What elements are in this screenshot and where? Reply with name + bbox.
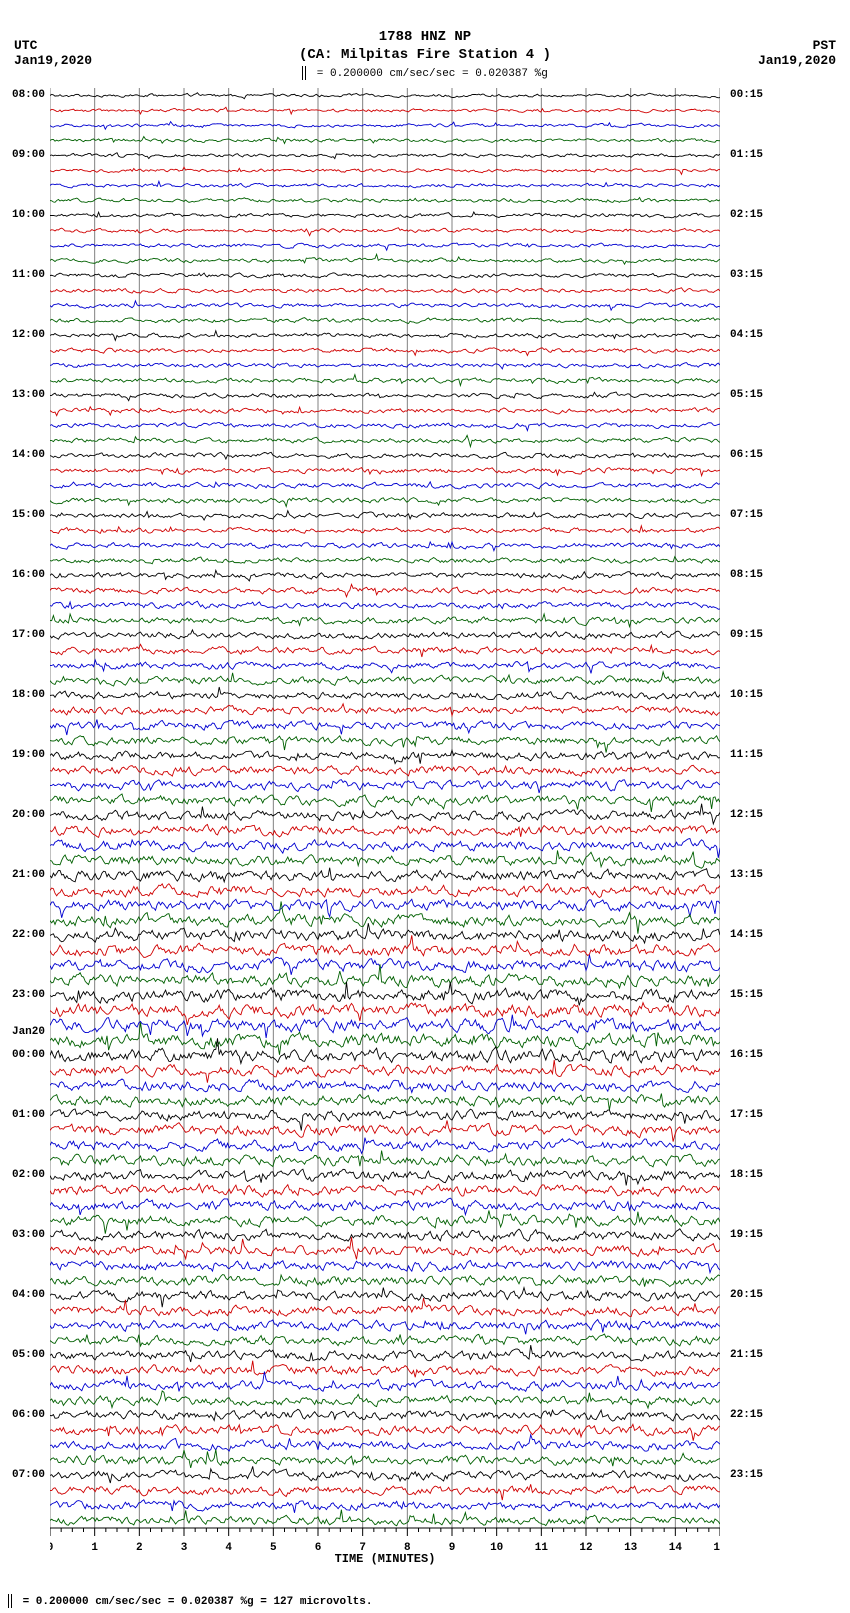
right-time-label: 09:15: [725, 629, 763, 641]
left-time-label: 20:00: [0, 809, 50, 821]
left-time-label: 00:00: [0, 1049, 50, 1061]
chart-title: 1788 HNZ NP (CA: Milpitas Fire Station 4…: [0, 0, 850, 64]
right-time-label: 01:15: [725, 149, 763, 161]
left-time-label: 01:00: [0, 1109, 50, 1121]
scale-bar-icon: [302, 66, 306, 80]
right-time-label: 12:15: [725, 809, 763, 821]
left-time-label: 03:00: [0, 1229, 50, 1241]
left-time-label: 21:00: [0, 869, 50, 881]
station-code: 1788 HNZ NP: [0, 28, 850, 46]
right-time-label: 00:15: [725, 89, 763, 101]
right-time-label: 20:15: [725, 1289, 763, 1301]
right-time-label: 07:15: [725, 509, 763, 521]
right-time-label: 02:15: [725, 209, 763, 221]
right-time-label: 23:15: [725, 1469, 763, 1481]
right-time-label: 19:15: [725, 1229, 763, 1241]
right-time-label: 18:15: [725, 1169, 763, 1181]
seismogram-plot: 0123456789101112131415: [50, 88, 720, 1558]
left-time-label: 18:00: [0, 689, 50, 701]
left-time-label: 05:00: [0, 1349, 50, 1361]
left-time-label: 23:00: [0, 989, 50, 1001]
right-time-label: 04:15: [725, 329, 763, 341]
utc-tz-label: UTC Jan19,2020: [14, 38, 92, 68]
right-time-label: 05:15: [725, 389, 763, 401]
right-time-label: 03:15: [725, 269, 763, 281]
left-time-label: 17:00: [0, 629, 50, 641]
right-time-label: 11:15: [725, 749, 763, 761]
left-time-label: Jan20: [0, 1026, 50, 1038]
station-name: (CA: Milpitas Fire Station 4 ): [0, 46, 850, 64]
x-axis-label: TIME (MINUTES): [50, 1552, 720, 1566]
right-time-label: 13:15: [725, 869, 763, 881]
right-time-label: 14:15: [725, 929, 763, 941]
left-time-label: 14:00: [0, 449, 50, 461]
left-time-label: 12:00: [0, 329, 50, 341]
pst-tz-label: PST Jan19,2020: [758, 38, 836, 68]
left-time-label: 04:00: [0, 1289, 50, 1301]
left-time-label: 08:00: [0, 89, 50, 101]
right-time-label: 10:15: [725, 689, 763, 701]
right-time-label: 17:15: [725, 1109, 763, 1121]
left-time-label: 06:00: [0, 1409, 50, 1421]
left-time-label: 09:00: [0, 149, 50, 161]
left-time-label: 02:00: [0, 1169, 50, 1181]
right-time-label: 21:15: [725, 1349, 763, 1361]
right-time-label: 22:15: [725, 1409, 763, 1421]
right-time-label: 16:15: [725, 1049, 763, 1061]
left-time-label: 10:00: [0, 209, 50, 221]
right-time-label: 15:15: [725, 989, 763, 1001]
footer-scale-bar-icon: [8, 1594, 12, 1608]
left-time-label: 22:00: [0, 929, 50, 941]
left-time-label: 13:00: [0, 389, 50, 401]
left-time-label: 15:00: [0, 509, 50, 521]
scale-annotation: = 0.200000 cm/sec/sec = 0.020387 %g: [0, 66, 850, 80]
left-time-label: 16:00: [0, 569, 50, 581]
right-time-label: 08:15: [725, 569, 763, 581]
left-time-label: 07:00: [0, 1469, 50, 1481]
footer-scale: = 0.200000 cm/sec/sec = 0.020387 %g = 12…: [0, 1594, 372, 1608]
right-time-label: 06:15: [725, 449, 763, 461]
seismogram-container: UTC Jan19,2020 PST Jan19,2020 1788 HNZ N…: [0, 0, 850, 1613]
left-time-label: 11:00: [0, 269, 50, 281]
left-time-label: 19:00: [0, 749, 50, 761]
